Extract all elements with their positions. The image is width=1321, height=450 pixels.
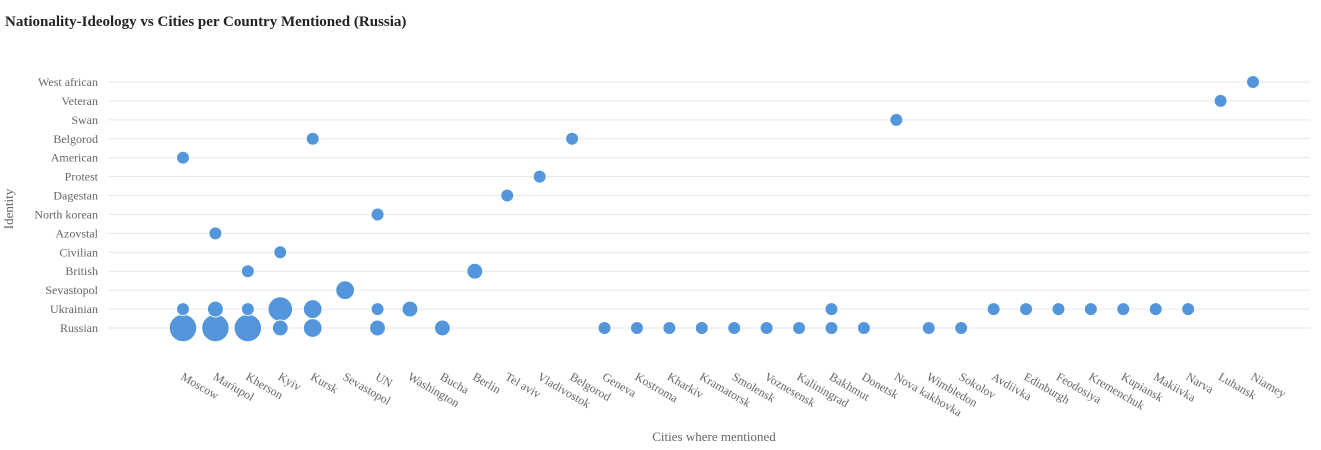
y-axis-label: Identity bbox=[1, 188, 16, 229]
grid-lines bbox=[108, 81, 1310, 329]
data-point-kursk-ukrainian[interactable] bbox=[302, 299, 323, 319]
y-tick-label: British bbox=[65, 264, 98, 278]
data-point-kremenchuk-ukrainian[interactable] bbox=[1083, 302, 1098, 317]
data-point-kupiansk-ukrainian[interactable] bbox=[1116, 302, 1131, 317]
data-point-bucha-russian[interactable] bbox=[433, 319, 451, 337]
data-point-kursk-russian[interactable] bbox=[302, 318, 323, 338]
y-tick-label: Veteran bbox=[61, 94, 98, 108]
data-point-kursk-belgorod[interactable] bbox=[305, 131, 320, 146]
data-point-kharkiv-russian[interactable] bbox=[662, 321, 677, 335]
y-tick-label: American bbox=[51, 151, 98, 165]
y-tick-label: Protest bbox=[65, 170, 99, 184]
y-tick-label: Swan bbox=[71, 113, 98, 127]
y-tick-label: Sevastopol bbox=[45, 283, 98, 297]
y-tick-label: North korean bbox=[34, 207, 98, 221]
data-point-niamey-west-african[interactable] bbox=[1246, 75, 1260, 89]
y-tick-label: Dagestan bbox=[53, 189, 98, 203]
data-point-vladivostok-protest[interactable] bbox=[532, 169, 547, 184]
y-tick-label: Russian bbox=[60, 321, 98, 335]
data-point-mariupol-ukrainian[interactable] bbox=[206, 300, 224, 318]
x-tick-label: Berlin bbox=[470, 369, 503, 396]
data-point-kaliningrad-russian[interactable] bbox=[792, 321, 807, 335]
data-points bbox=[168, 75, 1260, 343]
data-point-bakhmut-ukrainian[interactable] bbox=[824, 302, 839, 317]
data-point-kyiv-ukrainian[interactable] bbox=[267, 296, 294, 322]
data-point-kostroma-russian[interactable] bbox=[629, 321, 644, 335]
data-point-kramatorsk-russian[interactable] bbox=[694, 321, 709, 335]
data-point-moscow-russian[interactable] bbox=[168, 313, 198, 343]
x-tick-label: Tel aviv bbox=[503, 369, 544, 401]
y-tick-label: Azovstal bbox=[55, 226, 98, 240]
y-tick-label: Ukrainian bbox=[50, 302, 98, 316]
x-axis-label: Cities where mentioned bbox=[652, 429, 776, 444]
data-point-kyiv-civilian[interactable] bbox=[273, 245, 288, 260]
data-point-kherson-british[interactable] bbox=[240, 264, 255, 279]
y-tick-label: Civilian bbox=[59, 245, 98, 259]
data-point-moscow-ukrainian[interactable] bbox=[176, 302, 190, 317]
data-point-mariupol-azovstal[interactable] bbox=[208, 226, 223, 241]
data-point-edinburgh-ukrainian[interactable] bbox=[1019, 302, 1034, 317]
data-point-kyiv-russian[interactable] bbox=[271, 319, 289, 337]
chart-title: Nationality-Ideology vs Cities per Count… bbox=[5, 14, 407, 30]
y-tick-label: Belgorod bbox=[53, 132, 98, 146]
data-point-narva-ukrainian[interactable] bbox=[1181, 302, 1196, 317]
data-point-berlin-british[interactable] bbox=[466, 262, 484, 280]
data-point-makiivka-ukrainian[interactable] bbox=[1148, 302, 1163, 317]
data-point-feodosiya-ukrainian[interactable] bbox=[1051, 302, 1066, 317]
data-point-un-north-korean[interactable] bbox=[370, 207, 385, 222]
data-point-smolensk-russian[interactable] bbox=[727, 321, 742, 335]
data-point-voznesensk-russian[interactable] bbox=[759, 321, 774, 335]
data-point-donetsk-russian[interactable] bbox=[856, 321, 871, 335]
y-axis-ticks: Russian Ukrainian Sevastopol British Civilia… bbox=[34, 75, 98, 335]
data-point-bakhmut-russian[interactable] bbox=[824, 321, 839, 335]
data-point-un-ukrainian[interactable] bbox=[370, 302, 385, 317]
data-point-washington-ukrainian[interactable] bbox=[401, 300, 419, 318]
data-point-sokolov-russian[interactable] bbox=[954, 321, 969, 335]
data-point-avdiivka-ukrainian[interactable] bbox=[986, 302, 1001, 317]
data-point-tel-aviv-dagestan[interactable] bbox=[500, 188, 515, 203]
data-point-luhansk-veteran[interactable] bbox=[1213, 93, 1228, 108]
y-tick-label: West african bbox=[38, 75, 98, 89]
data-point-sevastopol-sevastopol[interactable] bbox=[335, 280, 356, 301]
data-point-un-russian[interactable] bbox=[369, 319, 386, 337]
data-point-nova-kakhovka-swan[interactable] bbox=[889, 112, 904, 127]
data-point-belgorod-belgorod[interactable] bbox=[565, 131, 580, 146]
data-point-kherson-russian[interactable] bbox=[233, 313, 263, 343]
data-point-geneva-russian[interactable] bbox=[597, 321, 612, 335]
data-point-moscow-american[interactable] bbox=[176, 150, 190, 165]
data-point-kherson-ukrainian[interactable] bbox=[240, 302, 255, 317]
data-point-mariupol-russian[interactable] bbox=[201, 313, 230, 343]
data-point-wimbledon-russian[interactable] bbox=[921, 321, 936, 335]
x-tick-label: Kursk bbox=[308, 369, 340, 396]
